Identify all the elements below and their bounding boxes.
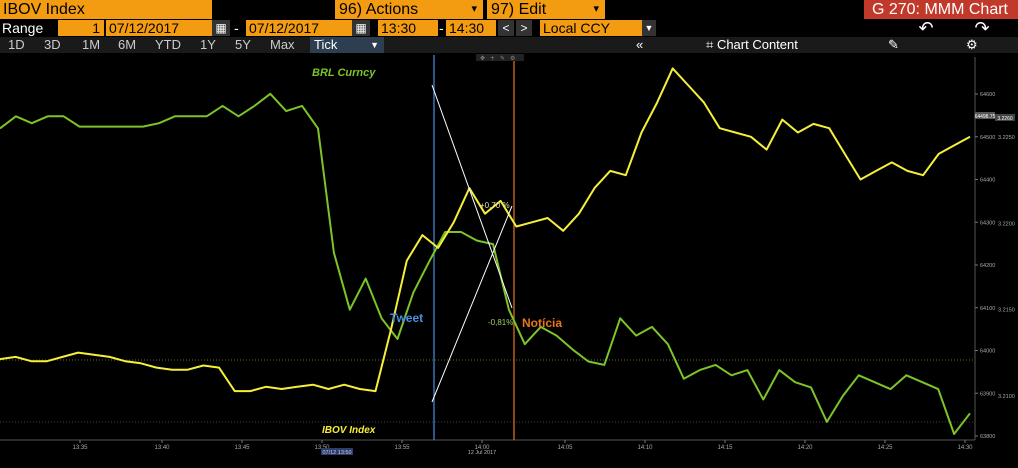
y-axis: 64600 64500 64400 64300 64200 64100 64000 63900…: [975, 92, 1015, 440]
x-tick-label: 14:05: [557, 445, 573, 451]
last-value-badge-ibov: [975, 112, 995, 119]
end-date-input[interactable]: 07/12/2017: [246, 20, 352, 36]
x-tick-label: 14:00: [474, 445, 490, 451]
next-button[interactable]: >: [516, 20, 532, 36]
y-tick-label-ibov: 64200: [980, 263, 995, 269]
time-dash: -: [439, 20, 444, 36]
start-date-input[interactable]: 07/12/2017: [106, 20, 212, 36]
x-tick-label: 14:10: [637, 445, 653, 451]
currency-dropdown-icon[interactable]: ▼: [642, 20, 656, 36]
chart-area[interactable]: 13:3513:4013:4513:5013:5514:0014:0514:10…: [0, 53, 1018, 468]
noticia-label: Notícia: [522, 316, 562, 330]
zoom-icon[interactable]: +: [490, 55, 495, 62]
y-tick-label-brl: 3.2200: [998, 221, 1015, 227]
x-tick-label: 13:55: [394, 445, 410, 451]
last-value-brl: 3.2260: [997, 116, 1013, 122]
ibov-change-label: +0,70 %: [480, 201, 510, 210]
range-bar: Range 1 07/12/2017 ▦ - 07/12/2017 ▦ 13:3…: [0, 19, 1018, 37]
range-label: Range: [2, 20, 44, 36]
y-tick-label-brl: 3.2250: [998, 135, 1015, 141]
period-tabs: 1D 3D 1M 6M YTD 1Y 5Y Max Tick ▼ « ⌗ Cha…: [0, 37, 1018, 53]
chart-toolbar-bg: [476, 54, 524, 61]
y-tick-label-brl: 3.2150: [998, 308, 1015, 314]
tab-max[interactable]: Max: [270, 37, 295, 52]
actions-label: 96) Actions: [339, 1, 419, 18]
crosshair-date-badge: [321, 448, 353, 455]
y-tick-label-ibov: 64300: [980, 220, 995, 226]
tab-tick[interactable]: Tick ▼: [310, 37, 384, 53]
x-tick-label: 13:40: [154, 445, 170, 451]
annotation-arrow-ibov: [431, 205, 513, 403]
y-tick-label-ibov: 64400: [980, 178, 995, 184]
security-ticker[interactable]: IBOV Index: [0, 0, 212, 19]
tab-6m[interactable]: 6M: [118, 37, 137, 52]
calendar-icon[interactable]: ▦: [212, 20, 230, 36]
gear-icon[interactable]: ⚙: [966, 37, 978, 52]
tab-1m[interactable]: 1M: [82, 37, 101, 52]
ibov-series-line: [0, 67, 971, 393]
undo-icon[interactable]: ↶: [918, 18, 934, 38]
x-tick-label: 14:25: [877, 445, 893, 451]
chart-content-button[interactable]: ⌗ Chart Content: [706, 37, 798, 53]
annotation-icon[interactable]: ✎: [500, 55, 505, 62]
x-tick-label: 14:30: [957, 445, 973, 451]
start-time-input[interactable]: 13:30: [378, 20, 438, 36]
range-count-input[interactable]: 1: [58, 20, 104, 36]
currency-select[interactable]: Local CCY: [540, 20, 642, 36]
tweet-label: Tweet: [390, 311, 423, 325]
y-tick-label-ibov: 64500: [980, 135, 995, 141]
y-tick-label-ibov: 64100: [980, 306, 995, 312]
function-code: G 270: MMM Chart: [863, 0, 1018, 19]
chart-background: [0, 53, 1018, 468]
brl-series-line: [0, 92, 971, 435]
chart-content-icon: ⌗: [706, 37, 717, 52]
title-bar: IBOV Index 96) Actions ▾ 97) Edit ▾ G 27…: [0, 0, 1018, 19]
move-icon[interactable]: ✥: [480, 55, 485, 62]
x-tick-label: 13:35: [72, 445, 88, 451]
brl-series-label: BRL Curncy: [312, 67, 376, 79]
tab-3d[interactable]: 3D: [44, 37, 61, 52]
actions-caret-icon: ▾: [471, 3, 477, 15]
crosshair-date-label: 07/12 13:50: [322, 450, 351, 456]
tick-dropdown-icon: ▼: [370, 40, 379, 50]
y-tick-label-brl: 3.2100: [998, 394, 1015, 400]
tab-ytd[interactable]: YTD: [155, 37, 181, 52]
options-icon[interactable]: ⚙: [510, 55, 515, 62]
annotation-arrow-brl: [431, 84, 513, 309]
tab-1d[interactable]: 1D: [8, 37, 25, 52]
brl-change-label: -0,81%: [488, 318, 513, 327]
end-time-input[interactable]: 14:30: [446, 20, 496, 36]
date-sublabel: 12 Jul 2017: [468, 450, 496, 456]
edit-caret-icon: ▾: [593, 3, 599, 15]
y-tick-label-ibov: 64600: [980, 92, 995, 98]
edit-icon[interactable]: ✎: [888, 37, 899, 52]
tab-1y[interactable]: 1Y: [200, 37, 216, 52]
redo-icon[interactable]: ↷: [974, 18, 990, 38]
chart-toolbar[interactable]: ✥ + ✎ ⚙: [476, 54, 524, 62]
x-tick-label: 14:20: [797, 445, 813, 451]
collapse-icon[interactable]: «: [636, 37, 644, 52]
tab-tick-label: Tick: [314, 37, 338, 52]
x-tick-label: 14:15: [717, 445, 733, 451]
last-value-badge-brl: [995, 114, 1015, 121]
ibov-series-label: IBOV Index: [322, 425, 376, 436]
y-tick-label-ibov: 63900: [980, 391, 995, 397]
actions-menu[interactable]: 96) Actions ▾: [335, 0, 483, 19]
x-tick-label: 13:45: [234, 445, 250, 451]
prev-button[interactable]: <: [498, 20, 514, 36]
calendar-icon[interactable]: ▦: [352, 20, 370, 36]
y-tick-label-ibov: 64000: [980, 349, 995, 355]
edit-menu[interactable]: 97) Edit ▾: [487, 0, 605, 19]
chart-content-label: Chart Content: [716, 37, 798, 52]
series-group: [0, 67, 971, 435]
range-dash: -: [234, 20, 239, 36]
y-tick-label-ibov: 63800: [980, 434, 995, 440]
last-value-ibov: 64498.75: [975, 114, 996, 120]
tab-5y[interactable]: 5Y: [235, 37, 251, 52]
edit-label: 97) Edit: [491, 1, 547, 18]
